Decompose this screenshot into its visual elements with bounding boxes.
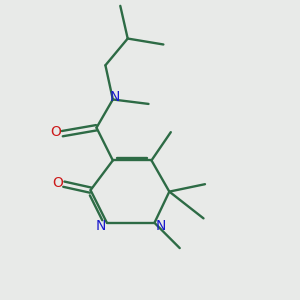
Text: O: O [50,125,61,139]
Text: N: N [156,219,166,233]
Text: N: N [109,90,119,104]
Text: N: N [95,219,106,233]
Text: O: O [52,176,63,190]
